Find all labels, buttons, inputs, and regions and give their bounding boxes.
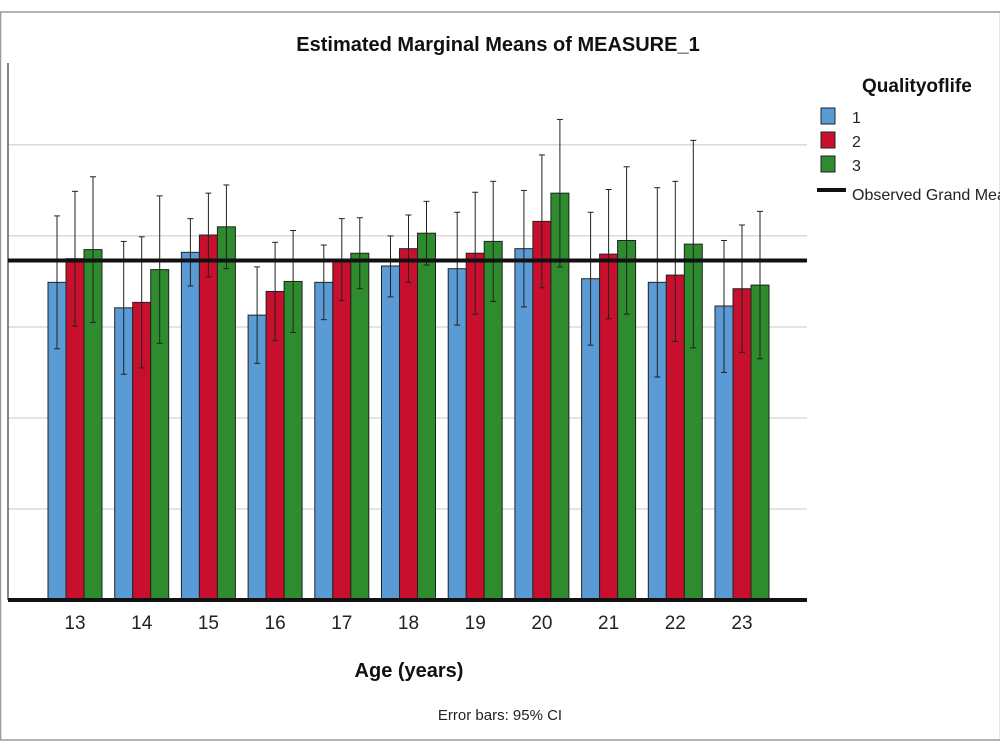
error-bar-age-15-qol-1: [187, 218, 194, 287]
bar-age-15-qol-2: [198, 234, 218, 601]
x-tick-16: 16: [265, 613, 286, 634]
error-bar-age-13-qol-3: [90, 176, 96, 323]
x-tick-labels: 13 14 15 16 17 18 19 20 21 22 23: [64, 613, 752, 634]
error-bar-age-22-qol-1: [654, 187, 661, 378]
bar-age-15-qol-3: [216, 226, 236, 601]
legend-swatch-2: [820, 131, 836, 149]
x-tick-18: 18: [398, 613, 419, 634]
error-bars: [54, 118, 763, 378]
error-bar-age-19-qol-1: [454, 211, 461, 326]
bar-age-18-qol-2: [399, 248, 418, 601]
bar-age-17-qol-1: [314, 281, 334, 601]
legend-swatch-1: [820, 107, 836, 125]
error-bar-age-13-qol-1: [54, 215, 60, 350]
bar-age-18-qol-1: [381, 265, 400, 601]
error-bar-age-18-qol-3: [423, 200, 430, 266]
error-bar-age-23-qol-3: [757, 210, 763, 360]
error-bar-age-15-qol-2: [205, 192, 212, 278]
error-bar-age-14-qol-1: [120, 240, 127, 375]
x-tick-19: 19: [465, 613, 486, 634]
bar-age-18-qol-3: [417, 232, 436, 601]
chart-title: Estimated Marginal Means of MEASURE_1: [296, 34, 699, 56]
bar-age-15-qol-1: [180, 251, 200, 601]
x-tick-14: 14: [131, 613, 153, 634]
error-bar-age-22-qol-3: [690, 139, 697, 349]
x-tick-17: 17: [331, 613, 352, 634]
legend-swatch-3: [820, 155, 836, 173]
bar-age-17-qol-3: [350, 252, 370, 601]
error-bar-age-17-qol-3: [356, 217, 363, 290]
bar-age-17-qol-2: [332, 259, 352, 601]
chart-frame: [0, 11, 1000, 741]
x-tick-23: 23: [731, 613, 752, 634]
error-bar-age-20-qol-2: [538, 154, 545, 289]
bars: [47, 192, 770, 601]
legend-label-2: 2: [852, 134, 861, 151]
error-bar-age-16-qol-1: [254, 266, 261, 364]
error-bar-age-21-qol-3: [623, 166, 630, 315]
x-tick-15: 15: [198, 613, 219, 634]
x-tick-20: 20: [531, 613, 552, 634]
error-bar-age-16-qol-3: [290, 229, 297, 333]
legend-label-1: 1: [852, 110, 861, 127]
x-tick-22: 22: [665, 613, 686, 634]
x-tick-21: 21: [598, 613, 619, 634]
legend-label-grand-mean: Observed Grand Mean: [852, 187, 1000, 204]
error-bar-age-21-qol-1: [587, 211, 594, 346]
error-bar-age-14-qol-3: [156, 195, 163, 344]
legend: Qualityoflife 1 2 3 Observed Grand Mean: [817, 76, 1000, 204]
error-bar-age-17-qol-1: [320, 244, 327, 321]
error-bar-age-20-qol-1: [520, 189, 527, 308]
error-bar-age-15-qol-3: [223, 184, 230, 270]
error-bar-age-20-qol-3: [556, 118, 563, 268]
error-bar-age-18-qol-1: [387, 235, 394, 298]
x-tick-13: 13: [64, 613, 85, 634]
error-bars-note: Error bars: 95% CI: [438, 707, 562, 724]
error-bar-age-23-qol-2: [739, 224, 745, 353]
error-bar-age-18-qol-2: [405, 214, 412, 283]
error-bar-age-19-qol-3: [490, 180, 497, 302]
error-bar-age-21-qol-2: [605, 189, 612, 320]
error-bar-age-19-qol-2: [472, 191, 479, 315]
x-axis-label: Age (years): [355, 660, 464, 682]
legend-title: Qualityoflife: [862, 76, 972, 97]
legend-label-3: 3: [852, 158, 861, 175]
